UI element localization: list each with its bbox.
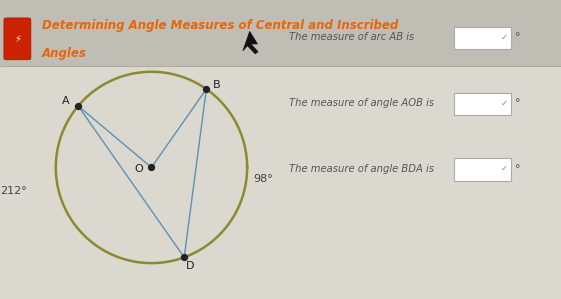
Bar	[454, 93, 511, 115]
Point	[73, 103, 82, 108]
Text: The measure of arc AB is: The measure of arc AB is	[289, 32, 414, 42]
Point	[202, 87, 211, 91]
Text: 98°: 98°	[253, 174, 273, 184]
Text: °: °	[515, 32, 521, 42]
Text: D: D	[186, 261, 194, 271]
Bar	[454, 158, 511, 181]
Text: °: °	[515, 164, 521, 174]
Text: Angles: Angles	[42, 47, 87, 60]
Text: The measure of angle BDA is: The measure of angle BDA is	[289, 164, 434, 174]
Text: ✓: ✓	[500, 164, 507, 173]
Text: ✓: ✓	[500, 33, 507, 42]
FancyBboxPatch shape	[4, 18, 31, 60]
Text: A: A	[62, 96, 70, 106]
Point	[147, 165, 156, 170]
Text: ⚡: ⚡	[14, 34, 21, 44]
Polygon shape	[243, 31, 258, 54]
Text: O: O	[135, 164, 144, 174]
Text: B: B	[213, 80, 220, 91]
Bar	[0, 0, 561, 66]
Text: °: °	[515, 98, 521, 108]
Text: ✓: ✓	[500, 99, 507, 108]
Point	[180, 255, 188, 260]
Text: The measure of angle AOB is: The measure of angle AOB is	[289, 98, 434, 108]
Text: 212°: 212°	[0, 186, 26, 196]
Text: Determining Angle Measures of Central and Inscribed: Determining Angle Measures of Central an…	[42, 19, 398, 32]
Bar	[454, 27, 511, 49]
